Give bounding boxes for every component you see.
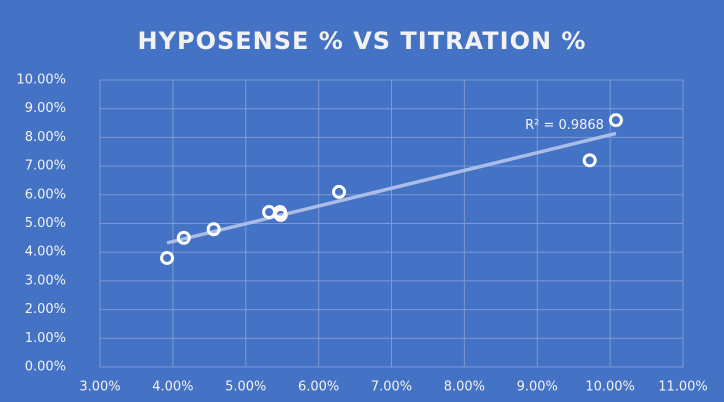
x-tick-label: 11.00% bbox=[658, 380, 708, 395]
x-tick-label: 6.00% bbox=[298, 380, 339, 395]
x-tick-label: 7.00% bbox=[371, 380, 412, 395]
x-tick-label: 5.00% bbox=[225, 380, 266, 395]
y-tick-label: 0.00% bbox=[25, 360, 66, 375]
point bbox=[332, 184, 347, 199]
point bbox=[262, 205, 277, 220]
y-tick-label: 7.00% bbox=[25, 159, 66, 174]
trendline bbox=[166, 131, 617, 245]
point bbox=[176, 230, 191, 245]
trendline-annotation: R² = 0.9868 bbox=[525, 118, 604, 133]
x-tick-label: 3.00% bbox=[79, 380, 120, 395]
y-tick-label: 10.00% bbox=[16, 73, 66, 88]
y-tick-label: 6.00% bbox=[25, 187, 66, 202]
point bbox=[206, 222, 221, 237]
x-tick-label: 9.00% bbox=[517, 380, 558, 395]
point bbox=[160, 250, 175, 265]
x-tick-label: 8.00% bbox=[444, 380, 485, 395]
chart-title: HYPOSENSE % VS TITRATION % bbox=[138, 27, 587, 55]
y-tick-label: 2.00% bbox=[25, 302, 66, 317]
point bbox=[608, 113, 623, 128]
point bbox=[582, 153, 597, 168]
y-tick-label: 1.00% bbox=[25, 331, 66, 346]
x-tick-label: 10.00% bbox=[585, 380, 635, 395]
y-tick-label: 5.00% bbox=[25, 216, 66, 231]
point bbox=[273, 207, 288, 222]
x-tick-label: 4.00% bbox=[152, 380, 193, 395]
y-tick-label: 9.00% bbox=[25, 101, 66, 116]
y-tick-label: 8.00% bbox=[25, 130, 66, 145]
y-tick-label: 4.00% bbox=[25, 245, 66, 260]
y-tick-label: 3.00% bbox=[25, 273, 66, 288]
